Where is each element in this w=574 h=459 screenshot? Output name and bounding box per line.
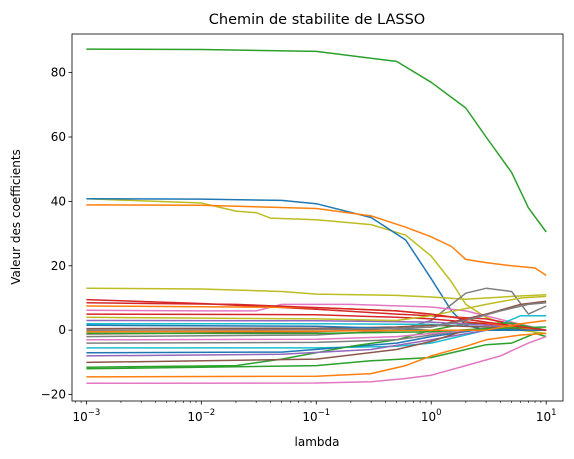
coefficient-path-1 [86,48,547,233]
x-tick-label: 100 [421,408,442,424]
x-tick-base: 10 [302,410,317,424]
y-tick-label: 80 [51,66,66,80]
coefficient-path-27 [86,326,547,335]
coefficient-path-28 [86,302,547,331]
x-tick-exponent: 1 [551,408,556,418]
coefficient-path-22 [86,295,547,322]
coefficient-path-8 [86,303,547,331]
x-tick-exponent: −2 [203,408,216,418]
x-tick-exponent: −3 [88,408,101,418]
coefficient-path-30 [86,319,547,333]
coefficient-path-29 [86,302,547,331]
coefficient-path-4 [86,204,547,277]
x-tick-exponent: 0 [436,408,441,418]
chart-title: Chemin de stabilite de LASSO [209,12,425,28]
coefficient-path-23 [86,324,547,331]
coefficient-path-14 [86,332,547,378]
series-lines [86,48,547,385]
y-tick-label: −20 [41,388,66,402]
y-tick-label: 40 [51,194,66,208]
coefficient-path-13 [86,332,547,370]
y-tick-label: 20 [51,259,66,273]
x-tick-label: 10−3 [72,408,100,424]
x-tick-base: 10 [536,410,551,424]
x-tick-label: 101 [536,408,557,424]
coefficient-path-5 [86,287,547,301]
x-tick-base: 10 [187,410,202,424]
x-axis-label: lambda [295,435,340,449]
coefficient-path-10 [86,314,547,349]
x-tick-label: 10−2 [187,408,215,424]
coefficient-path-15 [86,335,547,385]
x-tick-exponent: −1 [318,408,331,418]
x-tick-base: 10 [72,410,87,424]
y-tick-label: 60 [51,130,66,144]
x-tick-label: 10−1 [302,408,330,424]
y-axis-label: Valeur des coefficients [9,149,23,285]
x-tick-base: 10 [421,410,436,424]
plot-frame [71,33,564,402]
y-tick-label: 0 [58,323,66,337]
